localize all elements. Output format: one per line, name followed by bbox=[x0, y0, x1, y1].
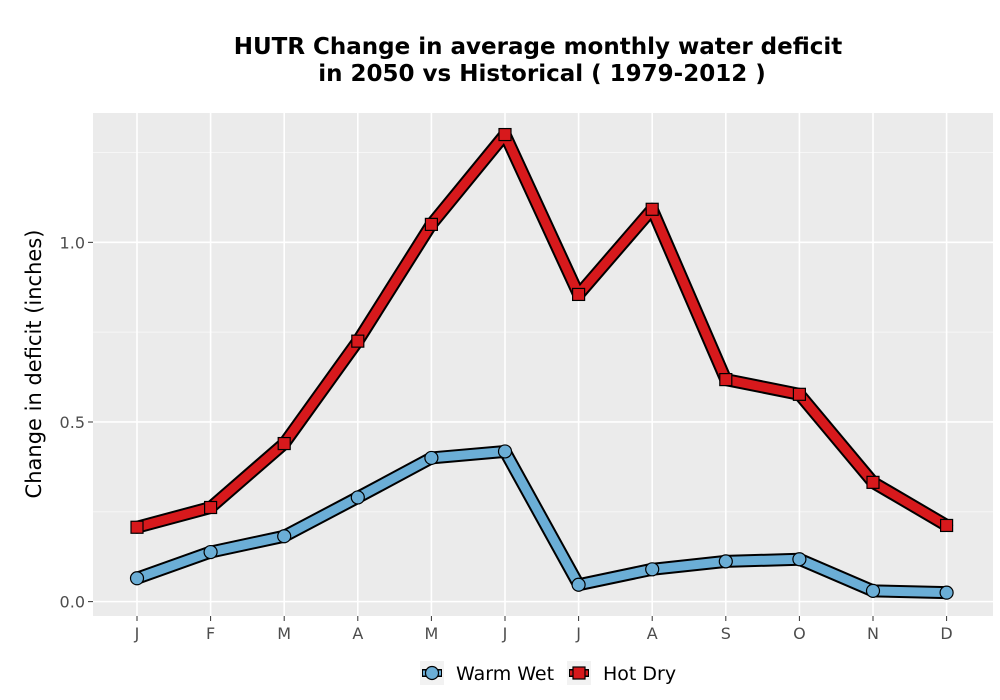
series-hot-dry bbox=[130, 127, 954, 534]
data-point bbox=[792, 387, 807, 401]
legend: Warm Wet Hot Dry bbox=[420, 661, 676, 685]
y-tick-label: 1.0 bbox=[60, 233, 85, 252]
series-warm-wet bbox=[129, 444, 954, 600]
data-point bbox=[351, 334, 365, 348]
x-tick-label: F bbox=[206, 624, 215, 643]
data-point bbox=[350, 490, 365, 505]
data-point bbox=[645, 562, 660, 577]
data-point bbox=[939, 585, 954, 600]
x-tick-label: A bbox=[352, 624, 363, 643]
legend-marker-circle bbox=[424, 665, 440, 681]
data-point bbox=[866, 475, 880, 489]
series-layer bbox=[129, 127, 954, 600]
x-tick-label: O bbox=[793, 624, 806, 643]
data-point bbox=[865, 583, 881, 598]
data-point bbox=[204, 500, 218, 515]
y-tick-label: 0.0 bbox=[60, 593, 85, 612]
data-point bbox=[130, 520, 144, 534]
x-tick-label: J bbox=[575, 624, 581, 643]
series-line bbox=[132, 446, 952, 598]
axis-ticks: 0.0 0.5 1.0 J F M A M J J A S O N D bbox=[60, 233, 953, 643]
x-tick-label: A bbox=[647, 624, 658, 643]
x-tick-label: D bbox=[940, 624, 952, 643]
data-point bbox=[571, 577, 586, 592]
chart-title-line1: HUTR Change in average monthly water def… bbox=[234, 34, 843, 60]
data-point bbox=[571, 287, 586, 302]
chart-title-line2: in 2050 vs Historical ( 1979-2012 ) bbox=[318, 61, 765, 87]
data-point bbox=[424, 217, 438, 231]
grid-lines bbox=[93, 113, 993, 616]
data-point bbox=[498, 127, 512, 142]
x-tick-label: J bbox=[502, 624, 508, 643]
x-tick-label: S bbox=[721, 624, 731, 643]
data-point bbox=[718, 554, 733, 569]
data-point bbox=[203, 544, 218, 560]
series-line bbox=[132, 130, 952, 532]
y-tick-label: 0.5 bbox=[60, 413, 85, 432]
plot-panel bbox=[93, 113, 993, 616]
legend-marker-square bbox=[572, 666, 586, 680]
legend-label: Warm Wet bbox=[456, 663, 554, 685]
x-tick-label: N bbox=[867, 624, 879, 643]
data-point bbox=[129, 571, 145, 586]
data-point bbox=[719, 372, 733, 387]
x-tick-label: M bbox=[277, 624, 291, 643]
data-point bbox=[277, 436, 291, 451]
data-point bbox=[792, 552, 807, 567]
data-point bbox=[645, 202, 659, 216]
x-tick-label: J bbox=[134, 624, 140, 643]
data-point bbox=[424, 450, 439, 466]
data-point bbox=[939, 518, 954, 533]
data-point bbox=[277, 529, 292, 544]
x-tick-label: M bbox=[424, 624, 438, 643]
data-point bbox=[497, 444, 513, 459]
y-axis-label: Change in deficit (inches) bbox=[22, 230, 46, 499]
legend-label: Hot Dry bbox=[603, 663, 676, 685]
